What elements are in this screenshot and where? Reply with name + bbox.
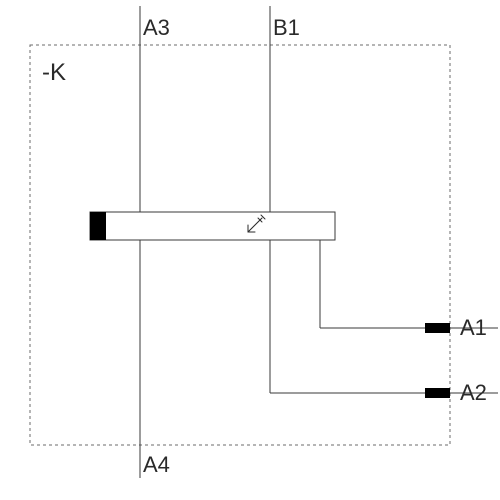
label-a4: A4 [143, 452, 170, 477]
terminal-a1 [425, 323, 450, 333]
sensor-body [90, 212, 335, 240]
label-a1: A1 [460, 315, 487, 340]
sensor-face [90, 212, 106, 240]
proximity-sensor-symbol: -K A3 B1 A4 A1 A2 [0, 0, 500, 500]
label-b1: B1 [273, 15, 300, 40]
label-a3: A3 [143, 15, 170, 40]
device-boundary [30, 45, 450, 445]
label-a2: A2 [460, 380, 487, 405]
terminal-a2 [425, 388, 450, 398]
device-designation: -K [42, 59, 66, 86]
